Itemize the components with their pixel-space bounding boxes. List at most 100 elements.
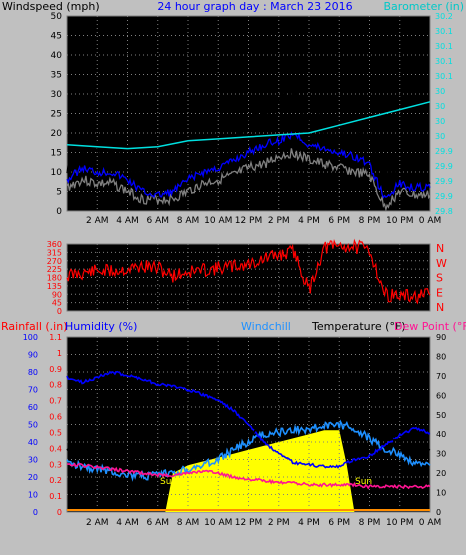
temp-xtick: 6 AM bbox=[146, 518, 169, 528]
direction-compass-tick: N bbox=[436, 242, 444, 255]
wind-ytick: 35 bbox=[51, 71, 62, 81]
humidity-ytick: 40 bbox=[28, 438, 38, 447]
wind-series-gust bbox=[66, 84, 431, 196]
humidity-ytick: 30 bbox=[28, 456, 38, 465]
temp-ytick: 80 bbox=[436, 352, 446, 361]
direction-compass-tick: N bbox=[436, 301, 444, 314]
wind-ytick: 25 bbox=[51, 110, 62, 120]
direction-ytick: 225 bbox=[47, 265, 62, 274]
rain-ytick: 0.6 bbox=[49, 413, 62, 422]
temp-xtick: 8 PM bbox=[359, 518, 381, 528]
temp-ytick: 50 bbox=[436, 411, 446, 420]
wind-xtick: 0 AM bbox=[419, 216, 442, 226]
baro-ytick: 30.1 bbox=[435, 27, 453, 36]
baro-ytick: 29.9 bbox=[435, 177, 453, 186]
windchill-ylabel: Windchill bbox=[241, 320, 291, 333]
wind-ytick: 45 bbox=[51, 32, 62, 42]
humidity-ytick: 50 bbox=[28, 421, 38, 430]
wind-xtick: 4 PM bbox=[298, 216, 320, 226]
temp-ytick: 40 bbox=[436, 430, 446, 439]
temp-xtick: 8 AM bbox=[177, 518, 200, 528]
wind-ytick: 50 bbox=[51, 12, 63, 22]
rain-ytick: 0.8 bbox=[49, 381, 62, 390]
direction-ytick: 180 bbox=[47, 274, 62, 283]
rainfall-ylabel: Rainfall (.in) bbox=[1, 320, 68, 333]
wind-series-min bbox=[66, 148, 431, 212]
temp-ytick: 20 bbox=[436, 469, 446, 478]
temp-xtick: 10 PM bbox=[386, 518, 414, 528]
wind-ytick: 15 bbox=[51, 149, 62, 159]
wind-xtick: 12 PM bbox=[235, 216, 263, 226]
humidity-ytick: 60 bbox=[28, 403, 38, 412]
rain-ytick: 0.9 bbox=[49, 365, 62, 374]
temp-ytick: 60 bbox=[436, 391, 446, 400]
baro-ytick: 29.8 bbox=[435, 207, 453, 216]
temperature-ylabel: Temperature (°F) bbox=[311, 320, 406, 333]
rain-ytick: 1 bbox=[57, 349, 62, 358]
wind-xtick: 4 AM bbox=[116, 216, 139, 226]
wind-xtick: 10 PM bbox=[386, 216, 414, 226]
temp-xtick: 6 PM bbox=[328, 518, 350, 528]
wind-ytick: 0 bbox=[56, 207, 62, 217]
baro-ytick: 30.1 bbox=[435, 72, 453, 81]
baro-ytick: 30.1 bbox=[435, 57, 453, 66]
sun-annotation-1: Sun bbox=[160, 477, 177, 487]
wind-xtick: 8 AM bbox=[177, 216, 200, 226]
temp-xtick: 4 PM bbox=[298, 518, 320, 528]
baro-ytick: 29.9 bbox=[435, 192, 453, 201]
humidity-ytick: 80 bbox=[28, 368, 38, 377]
direction-ytick: 0 bbox=[57, 307, 62, 316]
temp-ytick: 0 bbox=[436, 508, 441, 517]
baro-ytick: 30 bbox=[435, 87, 445, 96]
temp-xtick: 0 AM bbox=[419, 518, 442, 528]
rain-ytick: 0.5 bbox=[49, 428, 62, 437]
baro-ytick: 29.9 bbox=[435, 147, 453, 156]
rain-ytick: 0.4 bbox=[49, 444, 62, 453]
wind-xtick: 2 PM bbox=[268, 216, 290, 226]
humidity-ylabel: Humidity (%) bbox=[65, 320, 137, 333]
temp-xtick: 10 AM bbox=[204, 518, 232, 528]
wind-ytick: 10 bbox=[51, 168, 63, 178]
temp-ytick: 90 bbox=[436, 333, 446, 342]
humidity-ytick: 100 bbox=[23, 333, 38, 342]
sun-annotation-2: Sun bbox=[355, 477, 372, 487]
rain-ytick: 0 bbox=[57, 508, 62, 517]
temp-series-temp bbox=[66, 410, 431, 466]
direction-ytick: 315 bbox=[47, 248, 62, 257]
solar-area bbox=[165, 430, 355, 512]
wind-ytick: 5 bbox=[56, 188, 62, 198]
wind-ytick: 30 bbox=[51, 90, 63, 100]
direction-ytick: 360 bbox=[47, 240, 62, 249]
temp-ytick: 30 bbox=[436, 450, 446, 459]
dewpoint-ylabel: Dew Point (°F) bbox=[394, 320, 466, 333]
baro-ytick: 30 bbox=[435, 102, 445, 111]
humidity-ytick: 10 bbox=[28, 491, 38, 500]
temp-xtick: 2 AM bbox=[86, 518, 109, 528]
wind-series-baro bbox=[66, 101, 431, 150]
humidity-ytick: 70 bbox=[28, 386, 38, 395]
wind-xtick: 8 PM bbox=[359, 216, 381, 226]
rain-ytick: 0.3 bbox=[49, 460, 62, 469]
temp-xtick: 12 PM bbox=[235, 518, 263, 528]
wind-xtick: 10 AM bbox=[204, 216, 232, 226]
wind-ytick: 20 bbox=[51, 129, 63, 139]
direction-compass-tick: S bbox=[436, 272, 443, 285]
baro-ytick: 30.1 bbox=[435, 42, 453, 51]
rain-ytick: 1.1 bbox=[49, 333, 62, 342]
temp-series-windchill bbox=[66, 419, 431, 482]
direction-compass-tick: E bbox=[436, 286, 443, 299]
rain-ytick: 0.1 bbox=[49, 492, 62, 501]
wind-series-avg bbox=[66, 131, 431, 199]
humidity-ytick: 20 bbox=[28, 473, 38, 482]
direction-ytick: 135 bbox=[47, 282, 62, 291]
baro-ytick: 30 bbox=[435, 132, 445, 141]
humidity-ytick: 0 bbox=[33, 508, 38, 517]
direction-series bbox=[66, 238, 431, 305]
baro-ytick: 29.9 bbox=[435, 162, 453, 171]
wind-xtick: 2 AM bbox=[86, 216, 109, 226]
wind-xtick: 6 AM bbox=[146, 216, 169, 226]
rain-ytick: 0.2 bbox=[49, 476, 62, 485]
temp-series-humidity bbox=[66, 370, 431, 469]
